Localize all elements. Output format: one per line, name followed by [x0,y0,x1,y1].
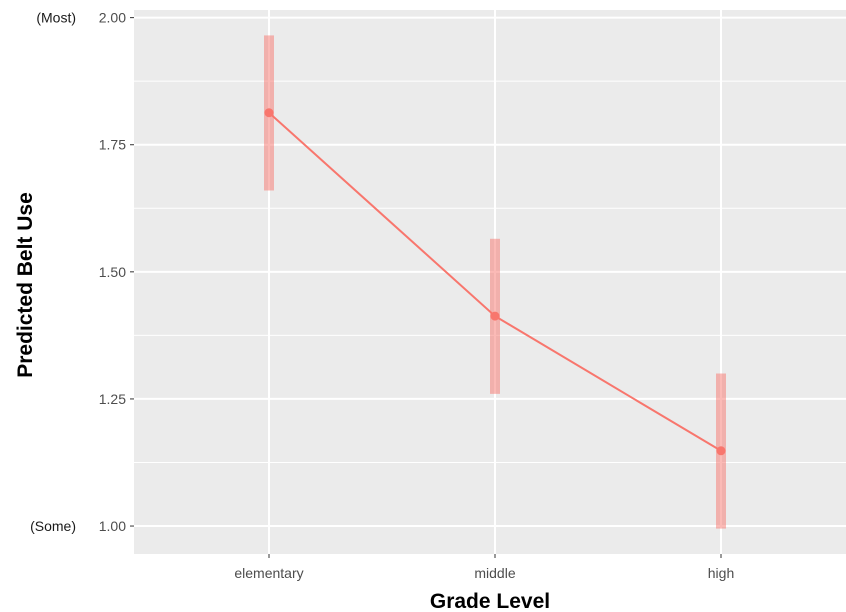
data-point [490,311,500,321]
y-annotation-label: (Some) [30,518,76,534]
data-point [264,108,274,118]
y-tick-label: 1.50 [99,264,126,280]
data-point [716,446,726,456]
x-axis: elementary middle high [234,554,734,581]
x-tick-label: middle [474,565,515,581]
points [264,108,726,456]
y-annotation-label: (Most) [36,10,76,26]
y-axis-title: Predicted Belt Use [14,192,37,378]
x-axis-title: Grade Level [430,590,550,612]
y-tick-label: 2.00 [99,10,126,26]
y-tick-label: 1.00 [99,518,126,534]
y-tick-label: 1.75 [99,137,126,153]
y-tick-label: 1.25 [99,391,126,407]
y-axis: 1.00 1.25 1.50 1.75 2.00 (Most) (Some) [30,10,134,534]
x-tick-label: elementary [234,565,303,581]
x-tick-label: high [708,565,734,581]
